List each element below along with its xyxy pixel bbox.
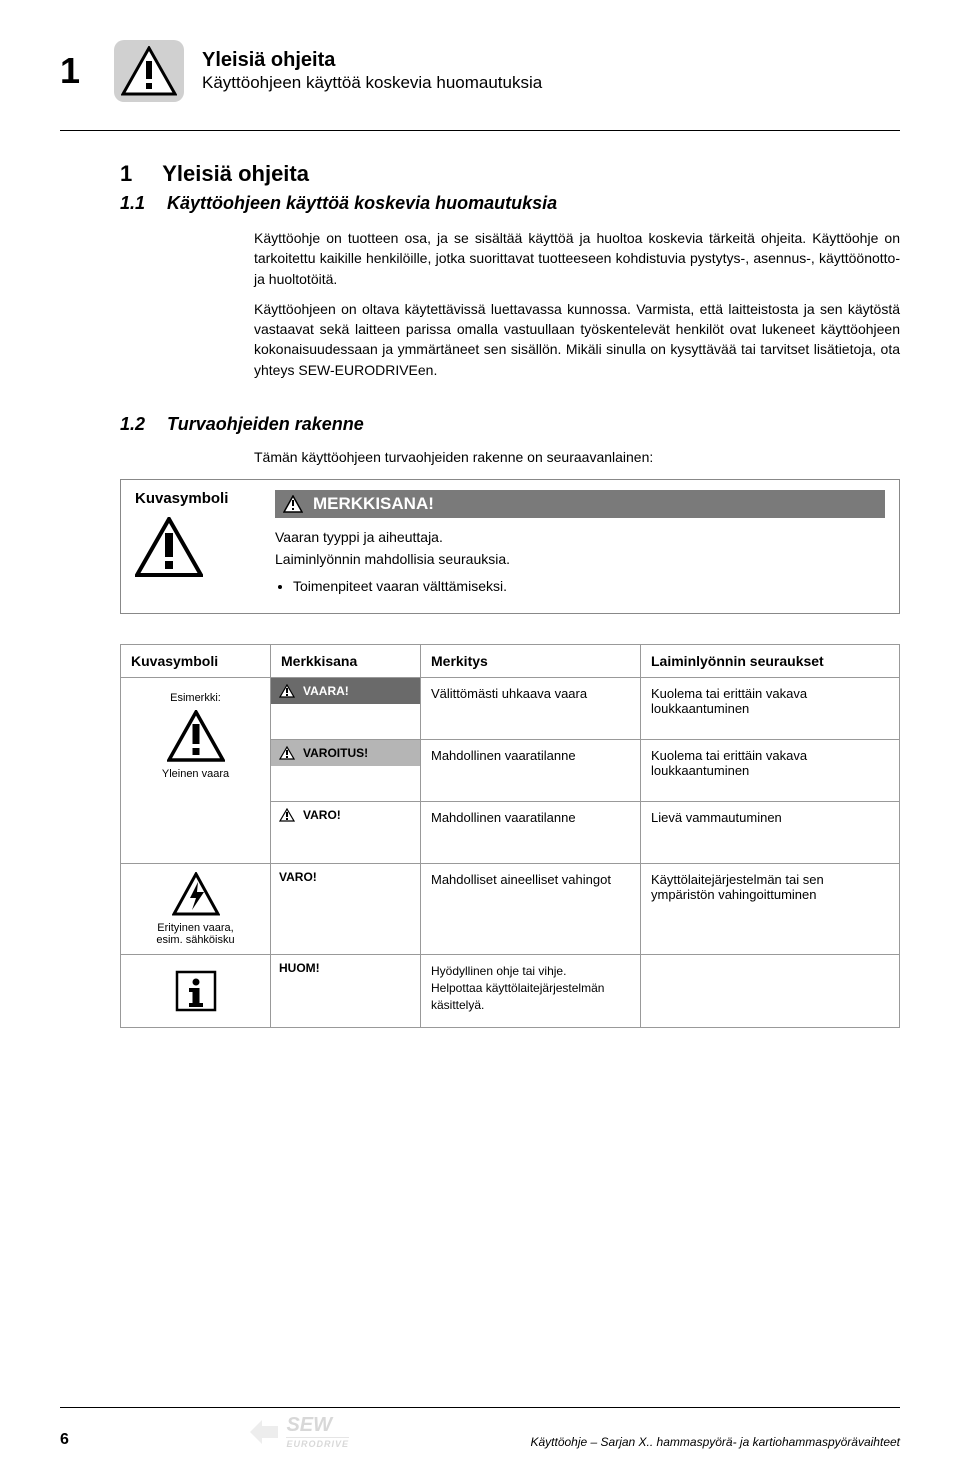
signal-word-bar: MERKKISANA! <box>275 490 885 518</box>
info-icon <box>174 969 218 1013</box>
signal-word-cell: HUOM! <box>271 955 421 1028</box>
signal-word-text: MERKKISANA! <box>313 494 434 514</box>
signal-word: HUOM! <box>279 961 320 975</box>
symbol-label-example: Esimerkki: <box>131 692 260 704</box>
consequence-cell: Kuolema tai erittäin vakava loukkaantumi… <box>641 740 900 802</box>
section-1-title: Yleisiä ohjeita <box>162 161 309 187</box>
signal-word-cell: VARO! <box>271 864 421 955</box>
meaning-cell: Hyödyllinen ohje tai vihje. Helpottaa kä… <box>421 955 641 1028</box>
signal-band-dark: VAARA! <box>271 678 420 704</box>
meaning-cell: Mahdolliset aineelliset vahingot <box>421 864 641 955</box>
table-row: HUOM! Hyödyllinen ohje tai vihje. Helpot… <box>121 955 900 1028</box>
warning-triangle-small-icon <box>283 495 303 513</box>
document-page: 1 Yleisiä ohjeita Käyttöohjeen käyttöä k… <box>0 0 960 1479</box>
safety-note-example-box: Kuvasymboli MERKKISANA! Vaaran tyyppi ja… <box>120 479 900 614</box>
table-header-cell: Merkkisana <box>271 645 421 678</box>
section-1-2-lead: Tämän käyttöohjeen turvaohjeiden rakenne… <box>254 449 900 465</box>
section-1-1-num: 1.1 <box>120 193 145 214</box>
sew-logo-icon <box>250 1420 278 1444</box>
symbol-cell: Erityinen vaara, esim. sähköisku <box>121 864 271 955</box>
table-header-cell: Kuvasymboli <box>121 645 271 678</box>
meaning-cell: Mahdollinen vaaratilanne <box>421 802 641 864</box>
page-header: 1 Yleisiä ohjeita Käyttöohjeen käyttöä k… <box>60 40 900 102</box>
page-number: 6 <box>60 1431 69 1449</box>
body-paragraph: Käyttöohje on tuotteen osa, ja se sisält… <box>254 228 900 289</box>
logo-text-bottom: EURODRIVE <box>286 1437 349 1449</box>
table-row: Erityinen vaara, esim. sähköisku VARO! M… <box>121 864 900 955</box>
warning-triangle-small-icon <box>279 746 295 760</box>
warning-triangle-icon <box>135 517 203 577</box>
body-paragraph: Käyttöohjeen on oltava käytettävissä lue… <box>254 299 900 380</box>
table-header-cell: Merkitys <box>421 645 641 678</box>
consequence-cell <box>641 955 900 1028</box>
example-line-1: Vaaran tyyppi ja aiheuttaja. <box>275 526 885 548</box>
symbol-label-specific: Erityinen vaara, esim. sähköisku <box>131 922 260 946</box>
symbol-cell <box>121 955 271 1028</box>
symbol-cell: Esimerkki: Yleinen vaara <box>121 678 271 864</box>
section-1-2-heading: 1.2 Turvaohjeiden rakenne <box>120 414 900 435</box>
signal-band-white: HUOM! <box>271 955 420 981</box>
section-1-heading: 1 Yleisiä ohjeita <box>120 161 900 187</box>
section-1-2-num: 1.2 <box>120 414 145 435</box>
consequence-cell: Kuolema tai erittäin vakava loukkaantumi… <box>641 678 900 740</box>
signal-word-cell: VARO! <box>271 802 421 864</box>
signal-word: VAROITUS! <box>303 746 368 760</box>
section-1-1-title: Käyttöohjeen käyttöä koskevia huomautuks… <box>167 193 557 214</box>
header-titles: Yleisiä ohjeita Käyttöohjeen käyttöä kos… <box>202 48 542 94</box>
example-box-right: MERKKISANA! Vaaran tyyppi ja aiheuttaja.… <box>275 490 885 597</box>
footer-doc-title: Käyttöohje – Sarjan X.. hammaspyörä- ja … <box>530 1435 900 1449</box>
example-box-left-title: Kuvasymboli <box>135 490 255 507</box>
page-footer: 6 SEW EURODRIVE Käyttöohje – Sarjan X.. … <box>60 1407 900 1449</box>
signal-word: VARO! <box>303 808 341 822</box>
table-row: Esimerkki: Yleinen vaara VAARA! Välittöm… <box>121 678 900 740</box>
warning-icon-box <box>114 40 184 102</box>
signal-word-cell: VAROITUS! <box>271 740 421 802</box>
chapter-number: 1 <box>60 50 96 92</box>
warning-triangle-icon <box>167 710 225 762</box>
electric-shock-triangle-icon <box>172 872 220 916</box>
signal-word: VAARA! <box>303 684 349 698</box>
section-1-num: 1 <box>120 161 132 187</box>
signal-band-white: VARO! <box>271 864 420 890</box>
section-1-2-title: Turvaohjeiden rakenne <box>167 414 364 435</box>
warning-triangle-icon <box>121 46 177 96</box>
table-header-cell: Laiminlyönnin seuraukset <box>641 645 900 678</box>
logo-text-top: SEW <box>286 1414 349 1437</box>
signal-word: VARO! <box>279 870 317 884</box>
signal-band-white: VARO! <box>271 802 420 828</box>
sew-logo: SEW EURODRIVE <box>250 1414 349 1449</box>
example-box-left: Kuvasymboli <box>135 490 255 597</box>
meaning-cell: Välittömästi uhkaava vaara <box>421 678 641 740</box>
section-1-1-heading: 1.1 Käyttöohjeen käyttöä koskevia huomau… <box>120 193 900 214</box>
example-line-2: Laiminlyönnin mahdollisia seurauksia. <box>275 548 885 570</box>
header-title-2: Käyttöohjeen käyttöä koskevia huomautuks… <box>202 72 542 94</box>
example-box-lines: Vaaran tyyppi ja aiheuttaja. Laiminlyönn… <box>275 526 885 597</box>
signal-word-table: Kuvasymboli Merkkisana Merkitys Laiminly… <box>120 644 900 1028</box>
warning-triangle-small-icon <box>279 684 295 698</box>
warning-triangle-small-icon <box>279 808 295 822</box>
consequence-cell: Käyttölaitejärjestelmän tai sen ympärist… <box>641 864 900 955</box>
consequence-cell: Lievä vammautuminen <box>641 802 900 864</box>
meaning-cell: Mahdollinen vaaratilanne <box>421 740 641 802</box>
table-header-row: Kuvasymboli Merkkisana Merkitys Laiminly… <box>121 645 900 678</box>
example-bullet: Toimenpiteet vaaran välttämiseksi. <box>293 575 885 597</box>
section-1-1-body: Käyttöohje on tuotteen osa, ja se sisält… <box>254 228 900 380</box>
header-title-1: Yleisiä ohjeita <box>202 48 542 72</box>
header-rule <box>60 130 900 131</box>
signal-band-mid: VAROITUS! <box>271 740 420 766</box>
signal-word-cell: VAARA! <box>271 678 421 740</box>
symbol-label-general: Yleinen vaara <box>131 768 260 780</box>
